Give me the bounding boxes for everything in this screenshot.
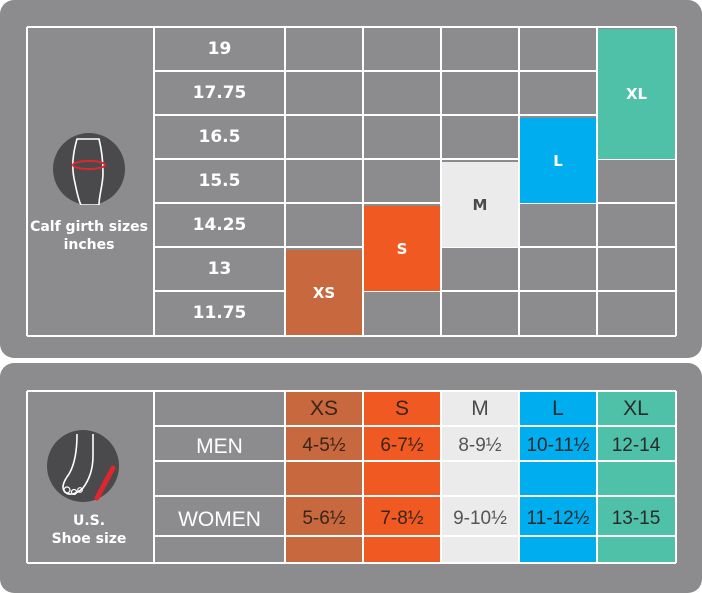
calf-caption: Calf girth sizes inches <box>28 218 150 254</box>
men-row-label: MEN <box>196 435 243 458</box>
shoe-header-l: L <box>552 397 564 420</box>
women-size-l: 11-12½ <box>526 508 590 529</box>
size-block-s: S <box>364 206 440 291</box>
calf-caption-line1: Calf girth sizes <box>30 219 148 235</box>
shoe-column-s <box>364 391 440 563</box>
girth-value: 19 <box>207 39 232 59</box>
size-block-xl: XL <box>598 29 675 159</box>
shoe-column-xs <box>286 391 362 563</box>
calf-icon <box>53 133 125 206</box>
size-label-m: M <box>472 195 488 214</box>
women-row-label: WOMEN <box>178 508 261 531</box>
men-size-xl: 12-14 <box>611 435 661 456</box>
size-block-xs: XS <box>286 250 362 335</box>
shoe-header-xs: XS <box>309 397 338 420</box>
girth-value: 13 <box>207 259 232 279</box>
shoe-header-s: S <box>394 397 409 420</box>
shoe-header-xl: XL <box>623 397 649 420</box>
size-block-l: L <box>520 118 596 203</box>
shoe-caption: U.S. Shoe size <box>28 512 150 548</box>
men-size-l: 10-11½ <box>526 435 590 456</box>
girth-value: 11.75 <box>192 303 247 323</box>
girth-value: 16.5 <box>198 127 241 147</box>
shoe-column-m <box>442 391 518 563</box>
calf-caption-line2: inches <box>63 237 115 253</box>
size-block-m: M <box>442 162 518 247</box>
shoe-column-xl <box>598 391 675 563</box>
girth-value: 17.75 <box>192 83 247 103</box>
shoe-caption-line2: Shoe size <box>51 531 127 547</box>
size-label-l: L <box>553 151 563 170</box>
girth-value: 15.5 <box>198 171 241 191</box>
foot-icon <box>47 430 119 502</box>
size-label-s: S <box>396 239 408 258</box>
women-size-xs: 5-6½ <box>302 508 346 529</box>
men-size-xs: 4-5½ <box>302 435 346 456</box>
men-size-s: 6-7½ <box>380 435 424 456</box>
shoe-header-m: M <box>471 397 489 420</box>
women-size-s: 7-8½ <box>380 508 424 529</box>
shoe-caption-line1: U.S. <box>72 513 106 529</box>
women-size-m: 9-10½ <box>453 508 507 529</box>
size-label-xs: XS <box>312 283 336 302</box>
shoe-column-l <box>520 391 596 563</box>
size-label-xl: XL <box>625 85 648 103</box>
girth-value: 14.25 <box>192 215 247 235</box>
women-size-xl: 13-15 <box>611 508 661 529</box>
men-size-m: 8-9½ <box>458 435 502 456</box>
